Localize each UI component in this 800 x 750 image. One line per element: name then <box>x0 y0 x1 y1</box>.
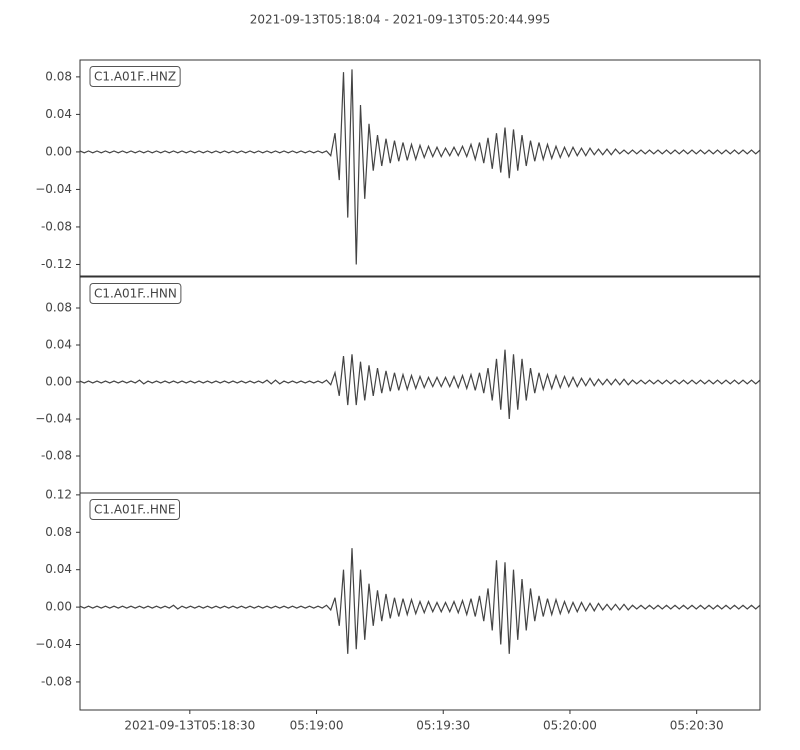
trace-label-box <box>89 66 181 87</box>
y-tick-label: 0.08 <box>45 300 72 314</box>
y-tick-label: 0.00 <box>45 374 72 388</box>
y-tick-label: -0.08 <box>41 448 72 462</box>
y-tick-label: −0.04 <box>35 637 72 651</box>
x-tick-label: 05:20:30 <box>670 719 724 733</box>
y-tick-label: −0.04 <box>35 411 72 425</box>
y-tick-label: 0.04 <box>45 107 72 121</box>
axes-frame <box>79 59 761 277</box>
trace-label-box <box>89 283 182 304</box>
y-tick-label: -0.08 <box>41 219 72 233</box>
y-tick-label: 0.00 <box>45 144 72 158</box>
y-tick-label: 0.04 <box>45 337 72 351</box>
y-tick-label: 0.08 <box>45 525 72 539</box>
x-tick-label: 2021-09-13T05:18:30 <box>124 719 255 733</box>
waveform <box>80 548 760 654</box>
y-tick-label: 0.08 <box>45 69 72 83</box>
trace-label: C1.A01F..HNN <box>94 287 177 301</box>
trace-label: C1.A01F..HNZ <box>94 70 176 84</box>
y-tick-label: -0.08 <box>41 674 72 688</box>
x-tick-label: 05:20:00 <box>543 719 597 733</box>
y-tick-label: 0.00 <box>45 600 72 614</box>
x-tick-label: 05:19:30 <box>416 719 470 733</box>
y-tick-label: 0.04 <box>45 562 72 576</box>
trace-label: C1.A01F..HNE <box>94 503 176 517</box>
y-tick-label: -0.12 <box>41 257 72 271</box>
waveform <box>80 349 760 420</box>
waveform <box>80 69 760 265</box>
y-tick-label: 0.12 <box>45 487 72 501</box>
chart-title: 2021-09-13T05:18:04 - 2021-09-13T05:20:4… <box>250 13 551 27</box>
y-tick-label: −0.04 <box>35 182 72 196</box>
x-tick-label: 05:19:00 <box>290 719 344 733</box>
trace-label-box <box>89 499 180 520</box>
axes-frame <box>79 492 761 711</box>
